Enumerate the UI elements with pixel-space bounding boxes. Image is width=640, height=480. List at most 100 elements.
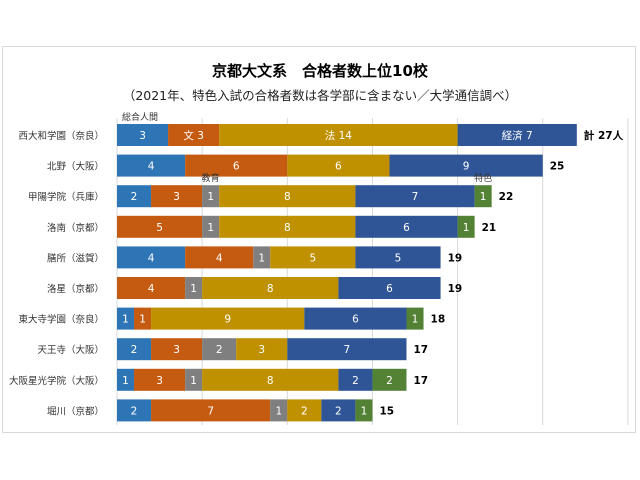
bar-segment — [185, 277, 203, 299]
bar-segment — [151, 307, 305, 330]
bar-segment — [457, 124, 577, 146]
data-label: 5 — [310, 252, 317, 264]
data-label: 4 — [216, 252, 223, 264]
total-label: 19 — [448, 252, 463, 264]
data-label: 3 — [173, 191, 180, 203]
bar-segment — [321, 399, 356, 422]
data-label: 7 — [344, 344, 351, 356]
data-label: 2 — [301, 405, 308, 417]
data-label: 9 — [224, 314, 231, 326]
category-label: 甲陽学院（兵庫） — [28, 191, 104, 203]
data-label: 文 3 — [183, 129, 204, 142]
data-label: 8 — [267, 283, 274, 295]
bar-segment — [117, 307, 135, 330]
bar-segment — [117, 246, 186, 269]
data-label: 1 — [275, 405, 282, 417]
data-label: 3 — [258, 344, 265, 356]
bar-segment — [202, 277, 339, 299]
bar-segment — [117, 399, 152, 422]
data-label: 1 — [412, 314, 419, 326]
chart-title: 京都大文系 合格者数上位10校 — [212, 62, 429, 80]
data-label: 1 — [361, 405, 368, 417]
category-label: 西大和学園（奈良） — [18, 130, 104, 142]
bar-segment — [151, 338, 203, 361]
category-label: 天王寺（大阪） — [37, 344, 104, 356]
data-label: 3 — [173, 344, 180, 356]
bar-segment — [355, 399, 373, 422]
data-label: 2 — [352, 375, 359, 387]
bar-segment — [236, 338, 288, 361]
bar-segment — [372, 368, 407, 391]
bar-segment — [168, 124, 220, 146]
category-label: 東大寺学園（奈良） — [18, 314, 104, 326]
bar-segment — [185, 246, 254, 269]
bar-segment — [287, 154, 390, 177]
category-label: 堀川（京都） — [47, 405, 104, 417]
data-label: 4 — [148, 161, 155, 173]
bar-segment — [304, 307, 407, 330]
bar-segment — [151, 399, 271, 422]
bar-segment — [355, 246, 441, 269]
data-label: 7 — [207, 405, 214, 417]
data-label: 7 — [412, 191, 419, 203]
data-label: 5 — [395, 252, 402, 264]
bar-segment — [287, 338, 407, 361]
data-label: 法 14 — [325, 129, 353, 142]
data-label: 経済 7 — [502, 129, 533, 142]
bar-segment — [355, 215, 458, 238]
data-label: 2 — [216, 344, 223, 356]
data-label: 3 — [156, 375, 163, 387]
bar-segment — [202, 185, 220, 208]
bar-segment — [134, 368, 186, 391]
bar-segment — [457, 215, 475, 238]
bar-segment — [117, 338, 152, 361]
data-label: 2 — [386, 375, 393, 387]
data-label: 2 — [131, 405, 138, 417]
data-label: 5 — [156, 222, 163, 234]
bar-segment — [117, 215, 203, 238]
bar-segment — [185, 368, 203, 391]
bar-segment — [253, 246, 271, 269]
data-label: 6 — [335, 161, 342, 173]
data-label: 1 — [207, 191, 214, 203]
data-label: 4 — [148, 283, 155, 295]
bar-segment — [202, 368, 339, 391]
bar-segment — [389, 154, 543, 177]
data-label: 6 — [386, 283, 393, 295]
chart-subtitle: （2021年、特色入試の合格者数は各学部に含まない／大学通信調べ） — [123, 88, 517, 103]
bar-segment — [338, 368, 373, 391]
total-label: 19 — [448, 283, 463, 295]
bar-segment — [219, 185, 356, 208]
data-label: 1 — [190, 375, 197, 387]
total-label: 15 — [379, 405, 394, 417]
bar-segment — [151, 185, 203, 208]
category-label: 大阪星光学院（大阪） — [9, 375, 104, 387]
bar-segment — [338, 277, 441, 299]
bar-segment — [219, 215, 356, 238]
total-label: 21 — [482, 222, 497, 234]
bar-segment — [117, 154, 186, 177]
data-label: 8 — [284, 191, 291, 203]
total-label: 計 27人 — [584, 129, 624, 142]
data-label: 1 — [207, 222, 214, 234]
bar-segment — [474, 185, 492, 208]
data-label: 2 — [131, 344, 138, 356]
data-label: 6 — [403, 222, 410, 234]
bar-segment — [117, 368, 135, 391]
data-label: 1 — [139, 314, 146, 326]
bar-segment — [287, 399, 322, 422]
data-label: 3 — [139, 130, 146, 142]
series-label: 総合人間 — [122, 111, 158, 123]
data-label: 2 — [131, 191, 138, 203]
category-label: 北野（大阪） — [47, 161, 104, 173]
data-label: 6 — [352, 314, 359, 326]
bar-segment — [117, 124, 169, 146]
data-label: 8 — [284, 222, 291, 234]
category-label: 洛南（京都） — [47, 222, 104, 234]
category-label: 膳所（滋賀） — [47, 252, 104, 264]
bar-segment — [202, 338, 237, 361]
total-label: 18 — [431, 314, 446, 326]
bar-segment — [270, 246, 356, 269]
data-label: 1 — [258, 252, 265, 264]
